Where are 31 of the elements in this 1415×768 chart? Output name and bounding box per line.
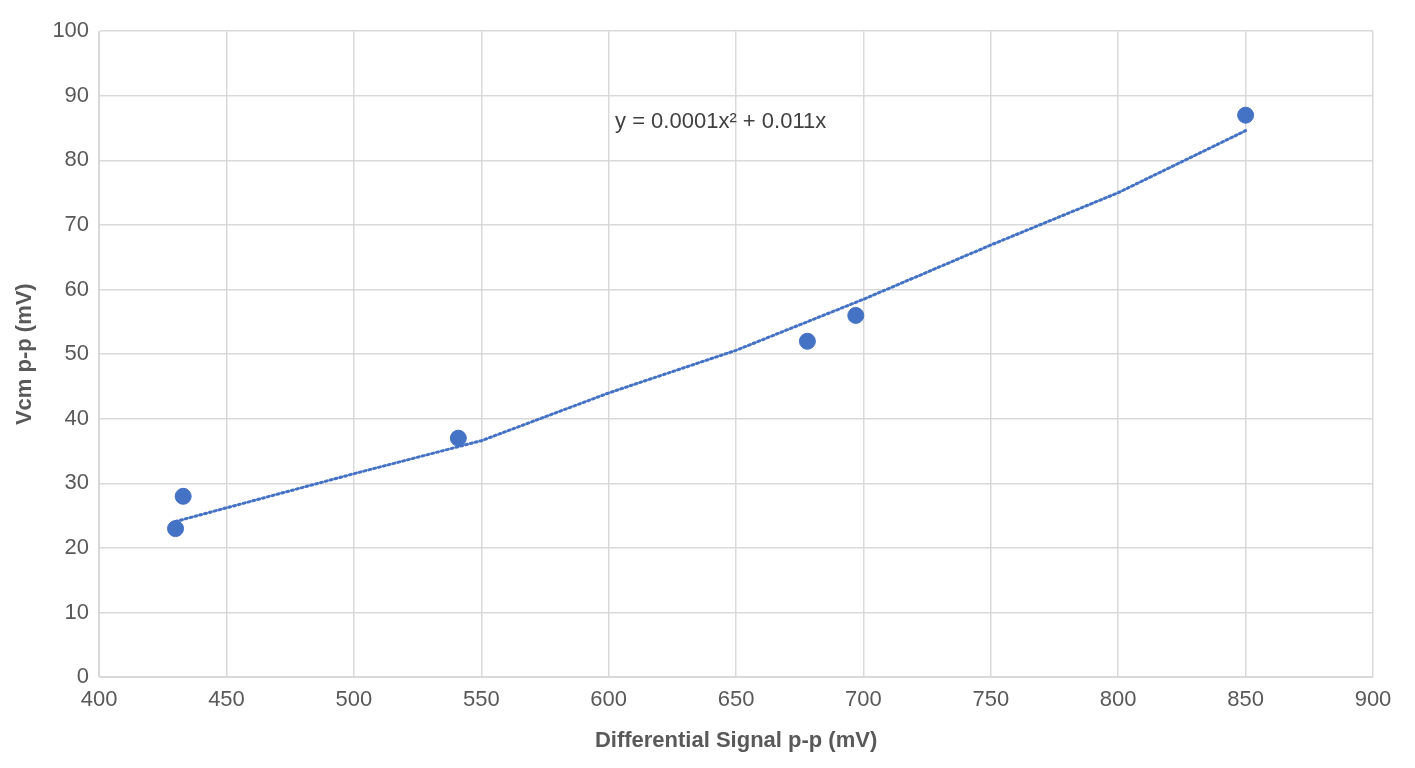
annotation: y = 0.0001x² + 0.011x xyxy=(615,107,827,133)
x-tick-label: 650 xyxy=(717,686,755,712)
point xyxy=(167,520,185,538)
y-axis-title: Vcm p-p (mV) xyxy=(11,283,37,426)
y-tick-label: 40 xyxy=(64,404,90,430)
x-tick-label: 500 xyxy=(335,686,373,712)
x-tick-label: 850 xyxy=(1227,686,1264,712)
point xyxy=(798,332,816,350)
x-tick-label: 900 xyxy=(1354,686,1392,712)
y-tick-label: 50 xyxy=(64,340,90,366)
point xyxy=(449,429,467,447)
point xyxy=(174,487,192,505)
x-tick-label: 550 xyxy=(462,686,500,712)
x-tick-label: 700 xyxy=(845,686,882,712)
point xyxy=(1237,106,1255,124)
y-tick-label: 0 xyxy=(76,663,90,689)
x-axis-title: Differential Signal p-p (mV) xyxy=(594,726,878,752)
y-tick-label: 70 xyxy=(64,211,90,237)
y-tick-label: 10 xyxy=(64,598,90,624)
x-tick-label: 750 xyxy=(972,686,1010,712)
x-tick-label: 400 xyxy=(80,686,118,712)
y-tick-label: 30 xyxy=(64,469,90,495)
y-tick-label: 60 xyxy=(64,275,90,301)
y-tick-label: 90 xyxy=(64,81,90,107)
y-tick-label: 20 xyxy=(64,534,90,560)
x-tick-label: 600 xyxy=(590,686,628,712)
x-tick-label: 450 xyxy=(208,686,245,712)
y-tick-label: 100 xyxy=(52,17,90,43)
y-tick-label: 80 xyxy=(64,146,90,172)
point xyxy=(847,306,865,324)
x-tick-label: 800 xyxy=(1099,686,1137,712)
